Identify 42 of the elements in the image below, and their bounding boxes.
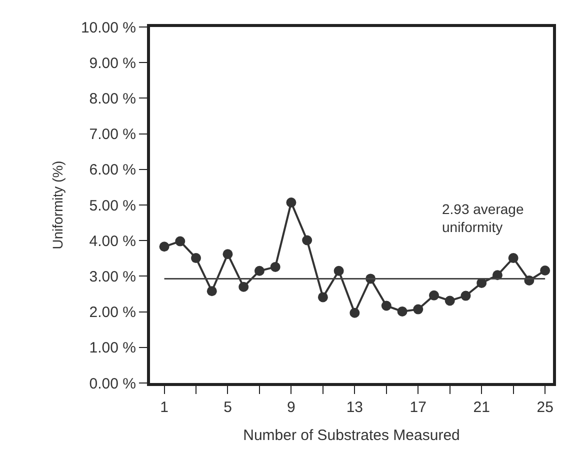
point: [222, 249, 233, 260]
x-axis-title: Number of Substrates Measured: [243, 427, 460, 444]
point: [460, 290, 471, 301]
y-tick-label: 4.00 %: [89, 232, 136, 250]
y-tick-label: 5.00 %: [89, 197, 136, 214]
point: [206, 286, 217, 296]
x-tick-label: 9: [287, 399, 296, 416]
y-tick-label: 3.00 %: [89, 268, 136, 286]
y-tick-label: 0.00 %: [89, 375, 136, 392]
point: [397, 306, 408, 316]
point: [318, 292, 328, 302]
y-tick-label: 1.00 %: [89, 340, 136, 357]
y-tick-label: 9.00 %: [89, 54, 136, 72]
x-tick-label: 17: [410, 399, 426, 416]
ref-line-label: 2.93 average uniformity: [442, 201, 524, 236]
point: [302, 235, 312, 246]
y-tick-label: 10.00 %: [80, 19, 136, 36]
point: [270, 262, 280, 272]
x-tick-label: 13: [346, 399, 364, 416]
point: [159, 242, 170, 252]
point: [334, 266, 344, 276]
point: [444, 296, 455, 306]
x-tick-label: 5: [224, 399, 232, 416]
point: [350, 308, 360, 318]
x-tick-label: 1: [160, 399, 168, 416]
point: [191, 253, 202, 264]
point: [540, 266, 550, 276]
y-axis-title: Uniformity (%): [50, 160, 66, 250]
point: [175, 236, 186, 246]
point: [508, 253, 518, 264]
point: [381, 300, 392, 311]
x-tick-label: 21: [473, 399, 490, 416]
y-tick-label: 6.00 %: [89, 162, 136, 179]
y-tick-label: 8.00 %: [89, 90, 136, 108]
y-tick-label: 7.00 %: [89, 126, 136, 144]
point: [238, 282, 249, 292]
point: [429, 290, 439, 300]
y-tick-label: 2.00 %: [89, 304, 136, 322]
point: [254, 266, 264, 276]
x-tick-label: 25: [536, 399, 554, 416]
point: [286, 198, 296, 208]
point: [413, 304, 424, 314]
